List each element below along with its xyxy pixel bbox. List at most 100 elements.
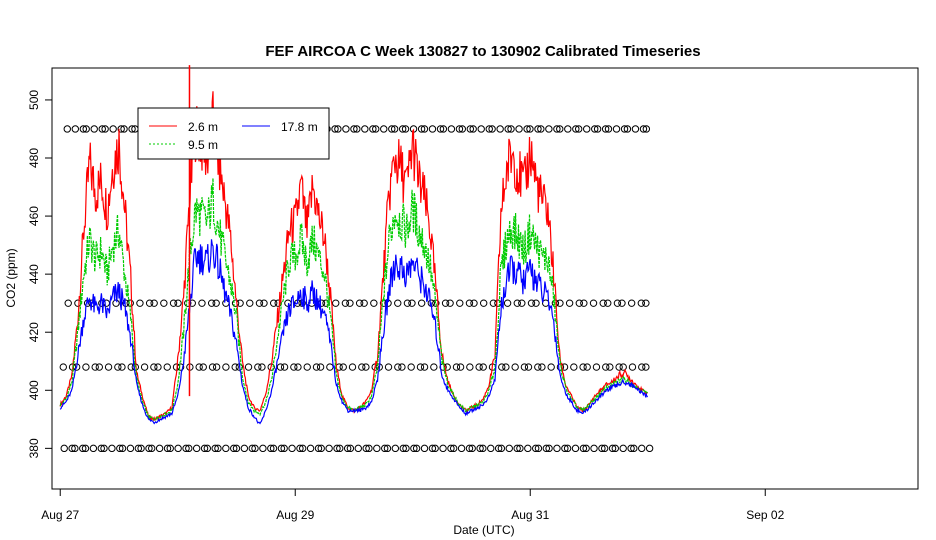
flag-marker-1-22 <box>236 299 244 307</box>
flag-marker-2-44 <box>384 363 393 371</box>
flag-marker-3-0 <box>60 444 68 453</box>
flag-marker-0-52 <box>388 125 396 133</box>
flag-marker-1-44 <box>408 299 416 307</box>
flag-marker-3-92 <box>611 444 619 453</box>
flag-marker-3-90 <box>600 444 609 453</box>
flag-marker-3-95 <box>630 444 638 453</box>
flag-marker-3-35 <box>269 444 278 453</box>
flag-marker-2-8 <box>118 363 126 371</box>
y-tick-label-0: 380 <box>27 438 41 458</box>
flag-marker-3-34 <box>267 444 275 453</box>
legend-box <box>137 107 330 160</box>
flag-marker-3-40 <box>298 444 307 453</box>
flag-marker-1-10 <box>145 299 154 307</box>
flag-marker-2-33 <box>303 363 311 371</box>
flag-marker-3-28 <box>230 444 238 453</box>
flag-marker-3-68 <box>468 444 476 453</box>
flag-marker-2-38 <box>339 363 347 371</box>
flag-marker-3-12 <box>134 444 143 453</box>
flag-marker-0-93 <box>639 125 648 133</box>
flag-marker-2-63 <box>524 363 533 371</box>
flag-marker-0-75 <box>526 125 534 133</box>
flag-marker-1-12 <box>160 299 168 307</box>
flag-marker-0-10 <box>128 125 136 133</box>
flag-marker-3-55 <box>391 444 400 453</box>
flag-marker-0-77 <box>537 125 545 133</box>
flag-marker-1-15 <box>184 299 192 307</box>
flag-marker-0-61 <box>439 125 448 133</box>
flag-marker-0-4 <box>90 125 98 133</box>
flag-marker-3-70 <box>479 444 487 453</box>
flag-marker-0-2 <box>79 125 88 133</box>
x-axis-label: Date (UTC) <box>453 523 514 537</box>
flag-marker-0-66 <box>469 125 477 133</box>
x-tick-label-1: Aug 29 <box>276 508 314 522</box>
flag-marker-2-75 <box>615 363 623 371</box>
flag-marker-1-64 <box>565 299 574 307</box>
flag-marker-2-23 <box>231 363 239 371</box>
flag-marker-0-63 <box>455 125 464 133</box>
flag-marker-2-74 <box>606 363 614 371</box>
flag-marker-3-31 <box>248 444 256 453</box>
flag-marker-3-82 <box>553 444 561 453</box>
flag-marker-1-35 <box>341 299 350 307</box>
flag-marker-2-21 <box>212 363 221 371</box>
flag-marker-3-4 <box>81 444 90 453</box>
flag-marker-3-26 <box>214 444 222 453</box>
flag-marker-3-19 <box>174 444 182 453</box>
legend-label-2-6m: 2.6 m <box>188 120 218 134</box>
flag-marker-1-60 <box>532 299 540 307</box>
flag-marker-1-63 <box>556 299 564 307</box>
flag-marker-1-38 <box>360 299 368 307</box>
flag-marker-2-34 <box>312 363 321 371</box>
flag-marker-3-45 <box>333 444 341 453</box>
flag-marker-3-88 <box>590 444 598 453</box>
flag-marker-3-20 <box>182 444 190 453</box>
flag-marker-3-59 <box>412 444 421 453</box>
flag-marker-3-11 <box>126 444 135 453</box>
series-lines <box>59 65 649 425</box>
flag-marker-2-11 <box>140 363 149 371</box>
flag-marker-2-22 <box>222 363 230 371</box>
flag-marker-2-60 <box>502 363 510 371</box>
flag-marker-1-56 <box>503 299 512 307</box>
flag-marker-1-73 <box>637 299 646 307</box>
flag-marker-1-0 <box>64 299 72 307</box>
y-tick-label-5: 480 <box>27 148 41 168</box>
flag-marker-2-39 <box>348 363 357 371</box>
flag-marker-3-83 <box>561 444 569 453</box>
flag-marker-1-42 <box>394 299 402 307</box>
flag-marker-3-65 <box>449 444 458 453</box>
flag-marker-3-93 <box>619 444 627 453</box>
flag-marker-3-6 <box>97 444 105 453</box>
flag-marker-3-16 <box>155 444 164 453</box>
flag-marker-0-59 <box>428 125 437 133</box>
flag-marker-2-25 <box>244 363 253 371</box>
legend-label-17-8m: 17.8 m <box>281 120 318 134</box>
flag-marker-2-32 <box>294 363 302 371</box>
flag-marker-2-57 <box>479 363 487 371</box>
flag-marker-3-56 <box>399 444 407 453</box>
flag-marker-2-29 <box>276 363 285 371</box>
flag-marker-0-58 <box>420 125 429 133</box>
flag-marker-1-17 <box>198 299 206 307</box>
flag-marker-3-60 <box>420 444 429 453</box>
flag-marker-2-61 <box>511 363 519 371</box>
flag-marker-2-77 <box>628 363 637 371</box>
flag-marker-2-59 <box>498 363 506 371</box>
flag-marker-0-94 <box>642 125 651 133</box>
flag-marker-0-71 <box>504 125 512 133</box>
flag-marker-1-65 <box>575 299 584 307</box>
flag-marker-1-14 <box>174 299 182 307</box>
flag-marker-3-85 <box>571 444 580 453</box>
flag-marker-3-61 <box>428 444 437 453</box>
flag-marker-1-69 <box>604 299 612 307</box>
flag-marker-0-8 <box>117 125 125 133</box>
flag-marker-0-49 <box>369 125 377 133</box>
y-axis: 380 400 420 440 460 480 500 <box>27 90 52 458</box>
x-tick-label-3: Sep 02 <box>746 508 784 522</box>
flag-marker-3-22 <box>192 444 201 453</box>
flag-marker-2-66 <box>547 363 555 371</box>
flag-marker-3-17 <box>163 444 172 453</box>
